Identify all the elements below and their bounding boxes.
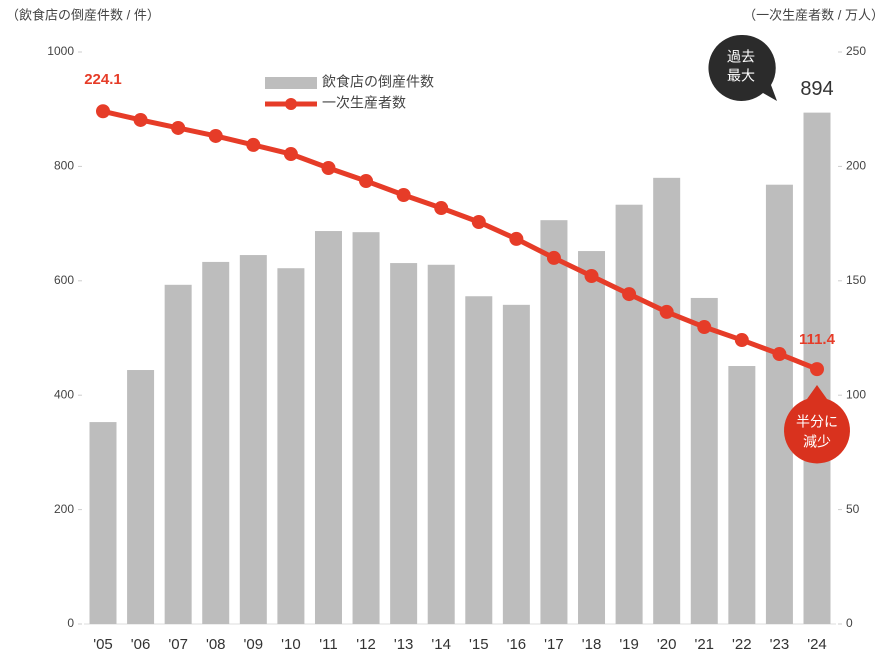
point: [810, 362, 824, 377]
point: [471, 214, 486, 229]
y2-tick-label: 100: [846, 387, 866, 401]
x-tick-label: '18: [582, 636, 602, 653]
legend-label: 一次生産者数: [322, 95, 406, 111]
bar: [202, 261, 230, 624]
x-tick-label: '05: [93, 636, 113, 653]
point: [509, 231, 524, 246]
x-tick-label: '07: [168, 636, 188, 653]
point: [396, 188, 411, 202]
bar: [465, 296, 493, 624]
bar: [765, 184, 793, 625]
bar: [277, 268, 305, 624]
bar: [502, 304, 530, 624]
x-tick-label: '16: [507, 636, 527, 653]
point: [434, 201, 449, 216]
y2-tick-label: 0: [846, 616, 853, 630]
bar: [164, 284, 192, 624]
callout-text: 半分に: [796, 414, 838, 430]
point: [171, 120, 186, 135]
bar: [314, 231, 342, 624]
y-tick-label: 0: [67, 616, 74, 630]
y2-tick-label: 200: [846, 159, 866, 173]
x-tick-label: '09: [244, 636, 264, 653]
point: [697, 320, 712, 335]
bar: [690, 297, 718, 624]
point: [283, 147, 298, 162]
point: [246, 137, 261, 152]
x-tick-label: '15: [469, 636, 489, 653]
point: [546, 250, 561, 265]
point: [208, 128, 223, 143]
point: [584, 268, 599, 283]
plot: [89, 104, 831, 625]
legend-label: 飲食店の倒産件数: [322, 74, 434, 90]
callout-half: 半分に 減少: [784, 385, 850, 464]
point: [96, 104, 110, 119]
bar: [89, 422, 117, 624]
point: [659, 304, 674, 319]
callout-text: 減少: [803, 434, 831, 450]
x-tick-label: '14: [431, 636, 451, 653]
callout-text: 最大: [727, 68, 755, 84]
callout-max: 過去 最大: [708, 34, 777, 101]
value-label: 894: [800, 78, 833, 100]
x-tick-label: '13: [394, 636, 414, 653]
x-tick-label: '12: [356, 636, 376, 653]
y-tick-label: 600: [54, 273, 74, 287]
bar: [578, 251, 606, 624]
x-tick-label: '21: [694, 636, 714, 653]
bar: [540, 220, 568, 624]
point: [772, 347, 787, 362]
legend-swatch: [285, 98, 297, 110]
y2-tick-label: 150: [846, 273, 866, 287]
point: [622, 287, 637, 302]
y-tick-label: 200: [54, 502, 74, 516]
callout-text: 過去: [727, 49, 755, 65]
bar: [427, 264, 455, 624]
bar: [390, 263, 418, 624]
y-tick-label: 1000: [47, 44, 74, 58]
y-axis-title: （飲食店の倒産件数 / 件）: [6, 7, 160, 22]
bar: [352, 232, 380, 624]
y2-axis-title: （一次生産者数 / 万人）: [743, 7, 884, 22]
point: [133, 112, 148, 127]
value-label: 224.1: [84, 71, 122, 88]
value-label: 111.4: [799, 331, 836, 348]
bar: [239, 255, 267, 624]
x-tick-label: '08: [206, 636, 226, 653]
x-tick-label: '24: [807, 636, 827, 653]
y-tick-label: 800: [54, 159, 74, 173]
x-tick-label: '23: [770, 636, 790, 653]
bar: [615, 204, 643, 624]
point: [359, 174, 374, 189]
bar: [653, 177, 681, 624]
y-tick-label: 400: [54, 387, 74, 401]
x-tick-label: '19: [619, 636, 639, 653]
x-tick-label: '10: [281, 636, 301, 653]
x-tick-label: '22: [732, 636, 752, 653]
point: [734, 333, 749, 348]
bar: [127, 370, 155, 624]
y2-tick-label: 250: [846, 44, 866, 58]
y2-tick-label: 50: [846, 502, 860, 516]
x-tick-label: '06: [131, 636, 151, 653]
x-tick-label: '11: [319, 636, 337, 653]
x-tick-label: '17: [544, 636, 564, 653]
point: [321, 161, 336, 176]
bar: [728, 366, 756, 624]
x-tick-label: '20: [657, 636, 677, 653]
legend-swatch: [265, 77, 317, 89]
